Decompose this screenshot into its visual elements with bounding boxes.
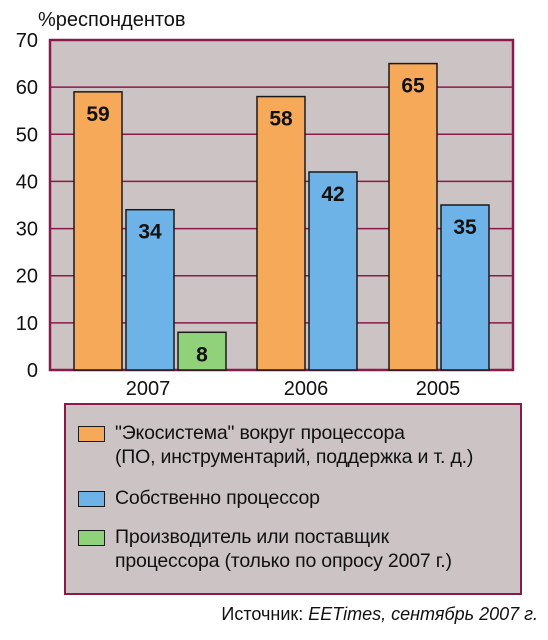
- legend-item-processor: Собственно процессор: [78, 486, 320, 510]
- x-tick-2007: 2007: [126, 378, 171, 400]
- bar-value-2005-s0: 65: [401, 75, 425, 98]
- source-note: Источник: EETimes, сентябрь 2007 г.: [221, 604, 538, 625]
- bars-group: 59 34 8 58 42 65 35: [73, 62, 490, 371]
- bar-value-2006-s1: 42: [321, 183, 344, 206]
- bar-2007-s1: [125, 208, 175, 371]
- y-axis-label: %респондентов: [38, 9, 186, 31]
- legend-label-vendor: Производитель или поставщик процессора (…: [115, 526, 452, 572]
- x-tick-labels: 2007 2006 2005: [126, 378, 461, 400]
- bar-2005-s1: [440, 204, 490, 371]
- legend-label-ecosystem: "Экосистема" вокруг процессора (ПО, инст…: [115, 422, 474, 468]
- bar-2007-s0: [73, 91, 123, 371]
- y-tick-40: 40: [16, 171, 38, 193]
- legend-swatch-blue: [78, 491, 105, 507]
- bar-2005-s0: [388, 62, 438, 371]
- source-prefix: Источник:: [221, 604, 309, 624]
- y-tick-50: 50: [16, 124, 38, 146]
- bar-value-2007-s0: 59: [86, 103, 109, 126]
- legend-item-vendor: Производитель или поставщик процессора (…: [78, 525, 452, 573]
- bar-value-2007-s1: 34: [138, 221, 162, 244]
- bar-2006-s0: [256, 95, 306, 371]
- y-tick-30: 30: [16, 219, 38, 241]
- bar-value-2005-s1: 35: [453, 216, 477, 239]
- source-publication: EETimes: [308, 604, 382, 624]
- y-tick-labels: 0 10 20 30 40 50 60 70: [16, 30, 38, 382]
- bar-2006-s1: [308, 171, 358, 371]
- bar-value-2006-s0: 58: [269, 108, 293, 131]
- y-tick-10: 10: [16, 313, 38, 335]
- y-tick-20: 20: [16, 266, 38, 288]
- x-tick-2005: 2005: [416, 378, 461, 400]
- y-tick-0: 0: [27, 360, 38, 382]
- legend-swatch-orange: [78, 426, 105, 442]
- y-tick-60: 60: [16, 77, 38, 99]
- source-date: , сентябрь 2007 г.: [381, 604, 538, 624]
- bar-2007-s2: [177, 331, 227, 371]
- y-tick-70: 70: [16, 30, 38, 52]
- legend: "Экосистема" вокруг процессора (ПО, инст…: [64, 403, 522, 595]
- legend-swatch-green: [78, 530, 105, 546]
- legend-label-processor: Собственно процессор: [115, 487, 320, 509]
- x-tick-2006: 2006: [284, 378, 329, 400]
- legend-item-ecosystem: "Экосистема" вокруг процессора (ПО, инст…: [78, 421, 473, 469]
- bar-value-2007-s2: 8: [196, 343, 208, 366]
